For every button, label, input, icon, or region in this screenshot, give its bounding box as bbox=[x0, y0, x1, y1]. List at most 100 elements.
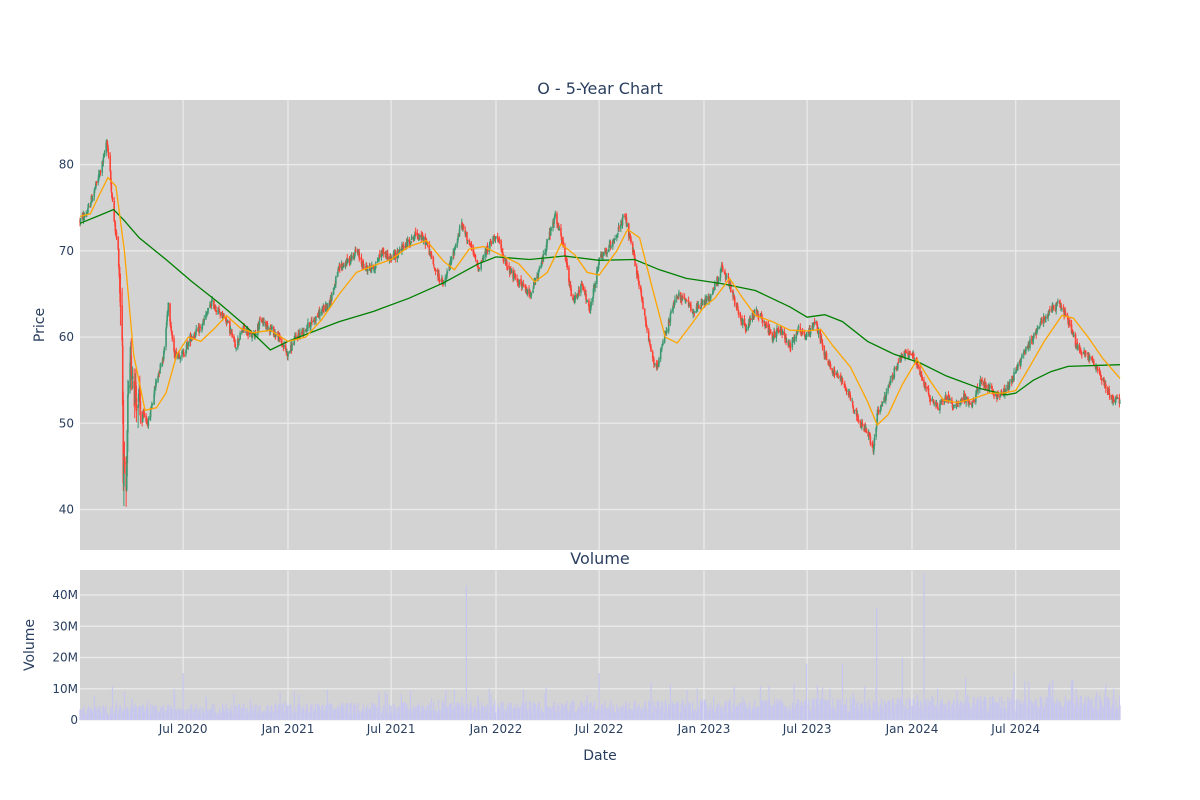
volume-bar bbox=[1037, 707, 1039, 720]
candle-body bbox=[630, 238, 632, 243]
volume-subplot-title: Volume bbox=[570, 549, 630, 568]
volume-bar bbox=[678, 712, 680, 720]
candle-body bbox=[291, 343, 293, 351]
volume-bar bbox=[646, 712, 648, 720]
candle-body bbox=[137, 393, 140, 403]
candle-body bbox=[97, 178, 100, 183]
volume-y-tick-label: 40M bbox=[52, 588, 78, 602]
volume-bar bbox=[412, 705, 414, 720]
candle-body bbox=[345, 258, 348, 266]
volume-bar bbox=[670, 701, 672, 720]
candle-body bbox=[843, 383, 845, 385]
candle-body bbox=[593, 287, 595, 290]
candle-body bbox=[873, 446, 875, 453]
candle-body bbox=[468, 239, 471, 243]
candle-body bbox=[382, 252, 385, 254]
candle-body bbox=[410, 240, 412, 244]
volume-bar bbox=[791, 702, 793, 720]
candle-body bbox=[781, 331, 784, 335]
candle-body bbox=[289, 350, 292, 353]
candle-body bbox=[127, 384, 130, 395]
candle-body bbox=[115, 231, 117, 233]
date-x-tick-label: Jan 2023 bbox=[677, 722, 731, 736]
candle-body bbox=[1067, 316, 1069, 324]
candle-body bbox=[677, 296, 680, 298]
candle-body bbox=[524, 285, 527, 291]
candle-body bbox=[173, 338, 175, 352]
date-x-tick-label: Jul 2022 bbox=[574, 722, 624, 736]
candle-body bbox=[702, 300, 704, 302]
volume-bar bbox=[1013, 673, 1015, 720]
volume-bar bbox=[83, 705, 85, 720]
candle-body bbox=[203, 318, 206, 322]
candle-body bbox=[968, 400, 971, 404]
candle-body bbox=[557, 224, 560, 230]
candle-body bbox=[181, 351, 183, 357]
volume-bar bbox=[363, 712, 365, 720]
volume-bar bbox=[494, 700, 496, 720]
candle-body bbox=[518, 279, 521, 285]
candle-body bbox=[839, 375, 842, 378]
candle-body bbox=[749, 318, 752, 320]
candle-body bbox=[821, 342, 824, 347]
candle-body bbox=[948, 398, 950, 402]
candle-body bbox=[418, 236, 420, 239]
volume-bar bbox=[127, 710, 130, 720]
candle-body bbox=[594, 283, 596, 289]
volume-bar bbox=[449, 703, 452, 720]
candle-body bbox=[123, 459, 125, 487]
candle-body bbox=[139, 385, 141, 402]
candle-body bbox=[161, 358, 164, 364]
candle-body bbox=[792, 339, 794, 340]
candle-body bbox=[556, 224, 559, 226]
candle-body bbox=[841, 378, 844, 383]
candle-body bbox=[133, 381, 135, 389]
candle-body bbox=[243, 324, 245, 330]
candle-body bbox=[173, 350, 176, 358]
candle-body bbox=[690, 304, 692, 311]
volume-bar bbox=[431, 698, 433, 720]
candle-body bbox=[107, 145, 109, 152]
candle-body bbox=[115, 232, 118, 238]
volume-bar bbox=[246, 708, 248, 720]
candle-body bbox=[405, 242, 407, 250]
candle-body bbox=[195, 328, 198, 332]
candle-body bbox=[131, 376, 134, 380]
candle-body bbox=[83, 216, 86, 218]
volume-bar bbox=[706, 705, 708, 720]
volume-bar bbox=[1053, 700, 1055, 720]
candle-body bbox=[1079, 350, 1082, 352]
volume-bar bbox=[210, 708, 212, 720]
candle-body bbox=[550, 228, 553, 230]
candle-body bbox=[935, 403, 938, 407]
candle-body bbox=[157, 372, 160, 377]
volume-bar bbox=[139, 706, 142, 720]
candle-body bbox=[1036, 328, 1039, 332]
candle-body bbox=[286, 351, 288, 353]
candle-body bbox=[433, 267, 436, 269]
candle-body bbox=[811, 326, 814, 329]
volume-bar bbox=[386, 694, 388, 720]
candle-body bbox=[532, 290, 534, 293]
candle-body bbox=[466, 231, 468, 241]
candle-body bbox=[82, 214, 85, 221]
volume-bar bbox=[602, 708, 604, 720]
candle-body bbox=[649, 340, 651, 345]
candle-body bbox=[901, 354, 904, 357]
volume-bar bbox=[434, 709, 437, 720]
candle-body bbox=[362, 260, 365, 264]
volume-bar bbox=[359, 710, 361, 720]
volume-bar bbox=[442, 703, 445, 720]
candle-body bbox=[605, 249, 608, 255]
candle-body bbox=[905, 352, 908, 354]
candle-body bbox=[645, 324, 648, 327]
volume-bar bbox=[608, 704, 611, 720]
price-y-tick-label: 40 bbox=[59, 502, 74, 516]
candle-body bbox=[438, 279, 441, 281]
volume-bar bbox=[562, 704, 564, 720]
candle-body bbox=[645, 318, 647, 326]
volume-bar bbox=[219, 710, 221, 720]
candle-body bbox=[355, 249, 357, 252]
candle-body bbox=[398, 249, 401, 251]
volume-bar bbox=[518, 709, 520, 720]
